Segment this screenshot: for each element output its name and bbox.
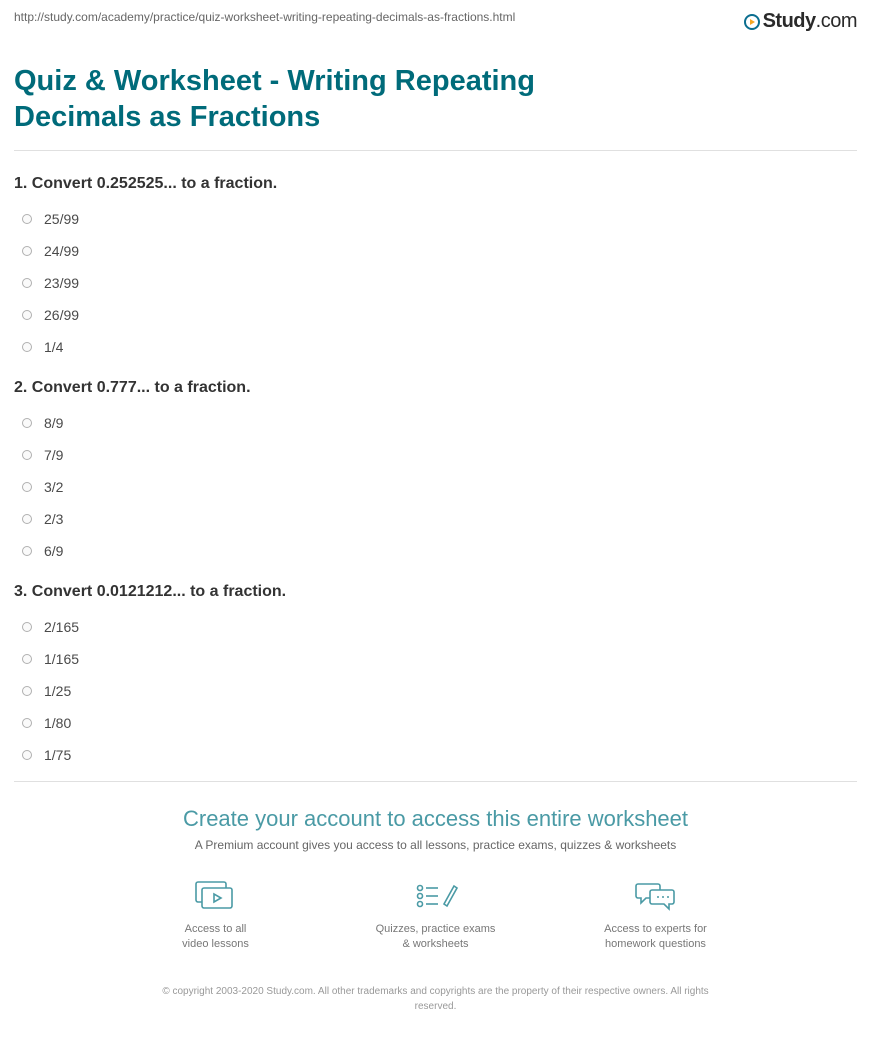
option-row[interactable]: 2/3 xyxy=(14,511,857,527)
option-label: 3/2 xyxy=(44,479,63,495)
copyright: © copyright 2003-2020 Study.com. All oth… xyxy=(74,976,797,1030)
option-row[interactable]: 1/4 xyxy=(14,339,857,355)
option-row[interactable]: 25/99 xyxy=(14,211,857,227)
radio-icon[interactable] xyxy=(22,482,32,492)
question-prompt: 1. Convert 0.252525... to a fraction. xyxy=(14,175,857,193)
option-label: 1/25 xyxy=(44,683,71,699)
option-label: 24/99 xyxy=(44,243,79,259)
feature-videos: Access to allvideo lessons xyxy=(136,880,296,953)
cta-title: Create your account to access this entir… xyxy=(74,806,797,832)
options-list: 25/99 24/99 23/99 26/99 1/4 xyxy=(14,211,857,355)
radio-icon[interactable] xyxy=(22,342,32,352)
radio-icon[interactable] xyxy=(22,546,32,556)
feature-row: Access to allvideo lessons xyxy=(74,880,797,953)
option-label: 1/4 xyxy=(44,339,63,355)
feature-label: Access to allvideo lessons xyxy=(182,922,249,953)
option-row[interactable]: 8/9 xyxy=(14,415,857,431)
radio-icon[interactable] xyxy=(22,750,32,760)
option-label: 25/99 xyxy=(44,211,79,227)
feature-quizzes: Quizzes, practice exams& worksheets xyxy=(356,880,516,953)
option-label: 2/165 xyxy=(44,619,79,635)
chat-bubbles-icon xyxy=(634,880,678,912)
cta-block: Create your account to access this entir… xyxy=(14,782,857,1050)
option-label: 8/9 xyxy=(44,415,63,431)
option-label: 23/99 xyxy=(44,275,79,291)
radio-icon[interactable] xyxy=(22,686,32,696)
options-list: 2/165 1/165 1/25 1/80 1/75 xyxy=(14,619,857,763)
option-label: 1/165 xyxy=(44,651,79,667)
checklist-pencil-icon xyxy=(414,880,458,912)
option-row[interactable]: 1/25 xyxy=(14,683,857,699)
radio-icon[interactable] xyxy=(22,718,32,728)
feature-label: Access to experts forhomework questions xyxy=(604,922,707,953)
divider xyxy=(14,150,857,151)
options-list: 8/9 7/9 3/2 2/3 6/9 xyxy=(14,415,857,559)
option-label: 1/80 xyxy=(44,715,71,731)
option-row[interactable]: 1/165 xyxy=(14,651,857,667)
question-block: 2. Convert 0.777... to a fraction. 8/9 7/9… xyxy=(14,379,857,559)
question-prompt: 2. Convert 0.777... to a fraction. xyxy=(14,379,857,397)
option-label: 6/9 xyxy=(44,543,63,559)
brand-logo[interactable]: Study.com xyxy=(744,10,857,33)
logo-play-icon xyxy=(744,14,760,30)
question-prompt: 3. Convert 0.0121212... to a fraction. xyxy=(14,583,857,601)
option-label: 1/75 xyxy=(44,747,71,763)
logo-text: Study.com xyxy=(763,10,857,33)
option-row[interactable]: 1/80 xyxy=(14,715,857,731)
url-bar: http://study.com/academy/practice/quiz-w… xyxy=(14,10,515,24)
option-label: 26/99 xyxy=(44,307,79,323)
feature-label: Quizzes, practice exams& worksheets xyxy=(376,922,496,953)
option-row[interactable]: 23/99 xyxy=(14,275,857,291)
option-row[interactable]: 3/2 xyxy=(14,479,857,495)
option-row[interactable]: 6/9 xyxy=(14,543,857,559)
radio-icon[interactable] xyxy=(22,310,32,320)
option-row[interactable]: 2/165 xyxy=(14,619,857,635)
option-label: 2/3 xyxy=(44,511,63,527)
cta-subtitle: A Premium account gives you access to al… xyxy=(74,838,797,852)
radio-icon[interactable] xyxy=(22,450,32,460)
radio-icon[interactable] xyxy=(22,214,32,224)
feature-experts: Access to experts forhomework questions xyxy=(576,880,736,953)
radio-icon[interactable] xyxy=(22,622,32,632)
question-block: 3. Convert 0.0121212... to a fraction. 2/… xyxy=(14,583,857,763)
page-title: Quiz & Worksheet - Writing Repeating Dec… xyxy=(14,63,554,136)
radio-icon[interactable] xyxy=(22,246,32,256)
option-row[interactable]: 7/9 xyxy=(14,447,857,463)
option-row[interactable]: 26/99 xyxy=(14,307,857,323)
radio-icon[interactable] xyxy=(22,278,32,288)
question-block: 1. Convert 0.252525... to a fraction. 25/… xyxy=(14,175,857,355)
radio-icon[interactable] xyxy=(22,418,32,428)
option-label: 7/9 xyxy=(44,447,63,463)
option-row[interactable]: 1/75 xyxy=(14,747,857,763)
radio-icon[interactable] xyxy=(22,654,32,664)
page-header: http://study.com/academy/practice/quiz-w… xyxy=(0,0,871,39)
video-stack-icon xyxy=(194,880,238,912)
radio-icon[interactable] xyxy=(22,514,32,524)
option-row[interactable]: 24/99 xyxy=(14,243,857,259)
